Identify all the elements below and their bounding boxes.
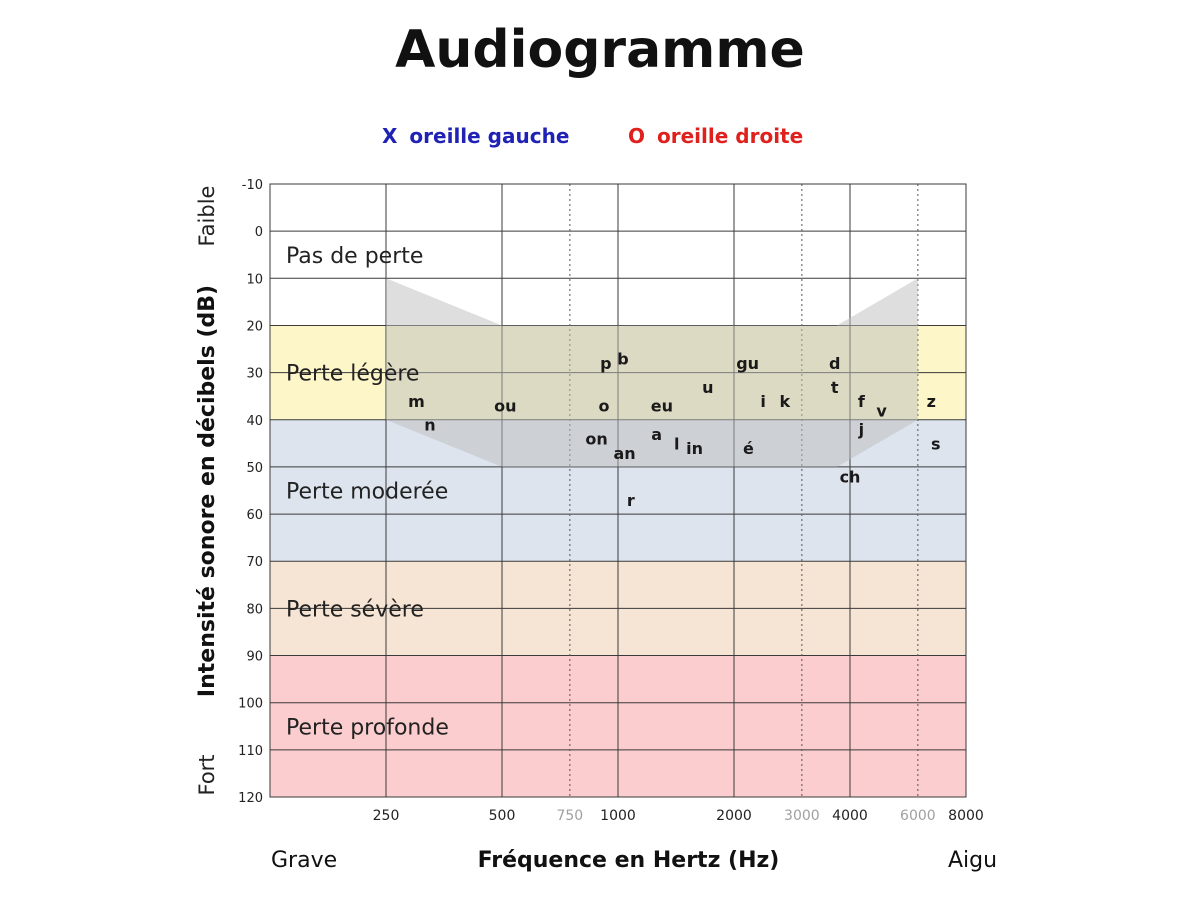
- y-tick-label: 20: [246, 319, 263, 334]
- x-tick-label: 2000: [716, 808, 752, 824]
- x-tick-labels: 250 500 750 1000 2000 3000 4000 6000 8000: [373, 808, 984, 824]
- phoneme-label: z: [927, 392, 936, 411]
- x-tick-label: 1000: [600, 808, 636, 824]
- x-tick-label: 8000: [948, 808, 984, 824]
- y-tick-label: 100: [238, 697, 263, 712]
- y-tick-label: 40: [246, 414, 263, 429]
- x-tick-label: 3000: [784, 808, 820, 824]
- y-tick-label: 50: [246, 461, 263, 476]
- band-labels: Pas de perte Perte légère Perte moderée Per…: [286, 244, 449, 740]
- y-tick-label: -10: [242, 178, 263, 193]
- phoneme-label: ch: [840, 467, 861, 486]
- x-tick-label: 4000: [832, 808, 868, 824]
- legend-left-label: oreille gauche: [409, 124, 570, 148]
- phoneme-label: é: [743, 439, 754, 458]
- x-tick-label: 250: [373, 808, 400, 824]
- phoneme-label: on: [585, 430, 607, 449]
- page-title: Audiogramme: [395, 20, 805, 80]
- phoneme-label: eu: [651, 397, 673, 416]
- legend-o-symbol: O: [628, 124, 646, 148]
- phoneme-label: a: [651, 425, 662, 444]
- plot-border: [269, 183, 967, 798]
- x-tick-label: 6000: [900, 808, 936, 824]
- phoneme-label: j: [858, 420, 864, 439]
- phoneme-label: f: [858, 392, 866, 411]
- phoneme-label: r: [627, 491, 635, 510]
- phoneme-label: t: [831, 378, 839, 397]
- y-axis-labels: Intensité sonore en décibels (dB) Faible F…: [195, 186, 220, 796]
- y-tick-label: 110: [238, 744, 263, 759]
- phoneme-label: l: [674, 434, 679, 453]
- legend-right-label: oreille droite: [657, 124, 804, 148]
- speech-banana: [386, 278, 918, 467]
- y-tick-label: 120: [238, 791, 263, 806]
- phoneme-label: u: [702, 378, 713, 397]
- phoneme-label: v: [876, 401, 887, 420]
- phoneme-label: p: [600, 354, 611, 373]
- y-tick-labels: -10 0 10 20 30 40 50 60 70 80 90 100 110 120: [238, 178, 263, 806]
- y-tick-label: 60: [246, 508, 263, 523]
- phoneme-label: o: [599, 397, 610, 416]
- phoneme-label: i: [760, 392, 765, 411]
- band-label: Perte profonde: [286, 715, 449, 740]
- y-tick-label: 90: [246, 650, 263, 665]
- band-label: Perte moderée: [286, 480, 448, 505]
- y-top-end-label: Faible: [195, 186, 219, 247]
- band-label: Perte légère: [286, 362, 419, 387]
- plot-frame: [269, 183, 967, 798]
- y-tick-label: 70: [246, 555, 263, 570]
- y-tick-label: 10: [246, 272, 263, 287]
- y-tick-label: 0: [255, 225, 263, 240]
- phoneme-label: s: [931, 434, 941, 453]
- phoneme-label: n: [424, 415, 435, 434]
- y-tick-label: 80: [246, 602, 263, 617]
- phoneme-label: d: [829, 354, 840, 373]
- y-tick-label: 30: [246, 367, 263, 382]
- x-tick-label: 750: [556, 808, 583, 824]
- legend-x-symbol: X: [382, 124, 398, 148]
- y-axis-title: Intensité sonore en décibels (dB): [195, 285, 220, 697]
- x-high-end-label: Aigu: [948, 848, 998, 873]
- phoneme-label: gu: [736, 354, 759, 373]
- phoneme-label: in: [686, 439, 703, 458]
- band-label: Pas de perte: [286, 244, 423, 269]
- phoneme-label: k: [780, 392, 791, 411]
- phoneme-label: an: [613, 444, 635, 463]
- phoneme-label: ou: [494, 397, 516, 416]
- phoneme-label: b: [617, 349, 628, 368]
- x-axis-title: Fréquence en Hertz (Hz): [477, 848, 780, 873]
- y-bottom-end-label: Fort: [195, 754, 219, 795]
- speech-banana-area: [386, 278, 918, 467]
- x-tick-label: 500: [489, 808, 516, 824]
- phoneme-label: m: [408, 392, 425, 411]
- band-label: Perte sévère: [286, 597, 424, 622]
- x-low-end-label: Grave: [271, 848, 338, 873]
